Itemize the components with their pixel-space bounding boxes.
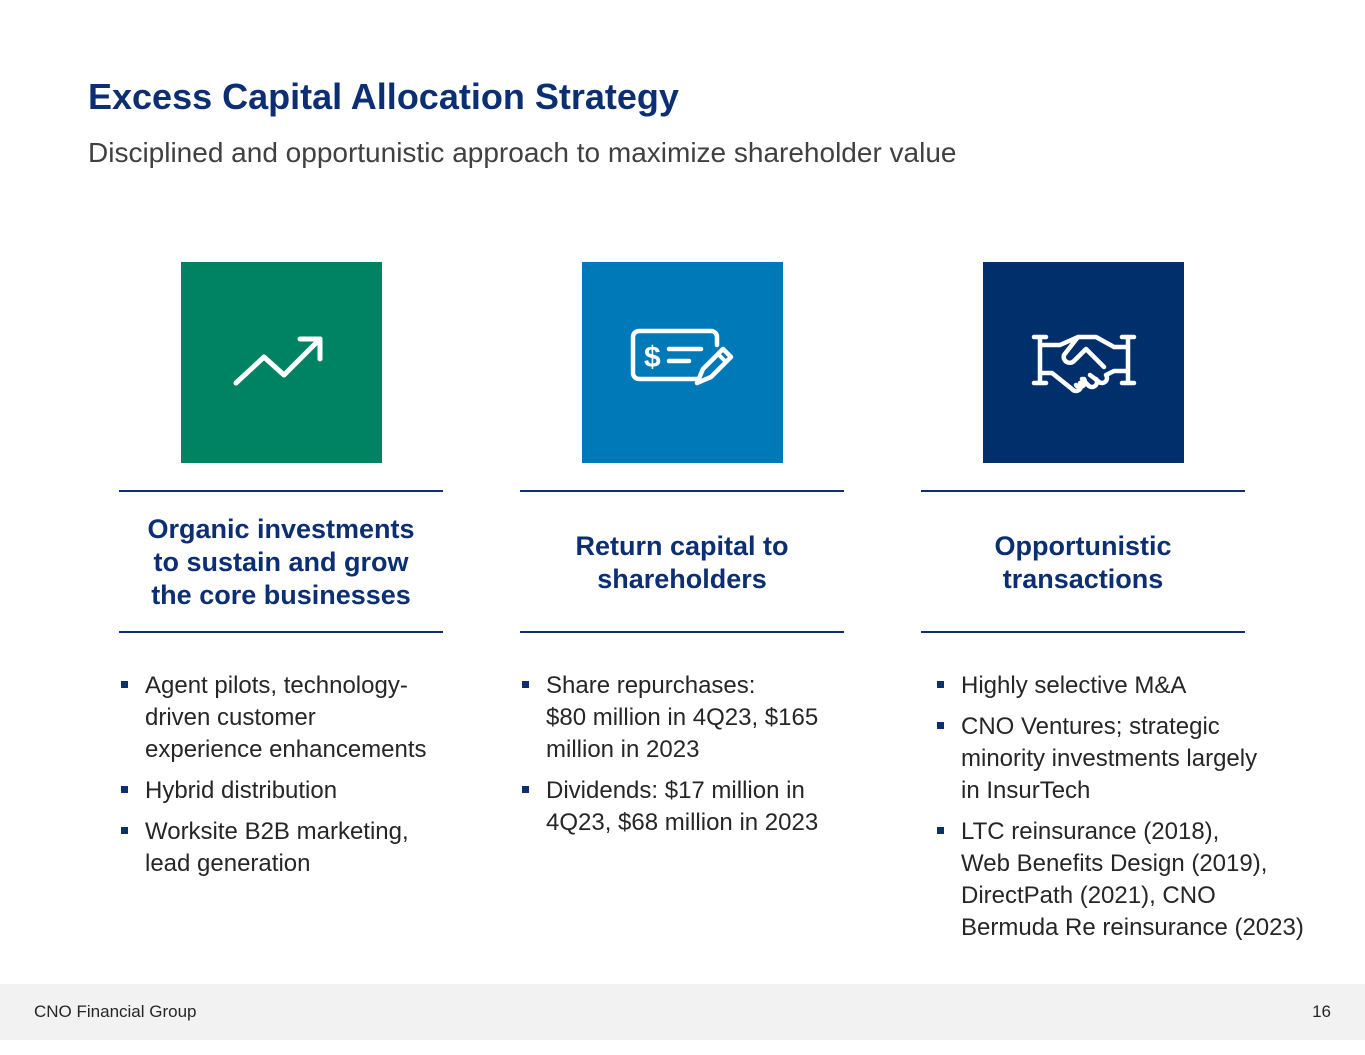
divider-bottom-3 — [921, 631, 1245, 633]
heading-line: to sustain and grow — [153, 547, 409, 577]
bullet-list-return-capital: Share repurchases: $80 million in 4Q23, … — [520, 670, 860, 848]
heading-line: the core businesses — [151, 580, 411, 610]
organic-investments-tile — [181, 262, 382, 463]
list-item: CNO Ventures; strategic minority investm… — [935, 711, 1345, 807]
page-number: 16 — [1312, 1002, 1331, 1021]
page-title: Excess Capital Allocation Strategy — [88, 76, 679, 117]
footer-company: CNO Financial Group — [34, 1002, 197, 1021]
divider-bottom-1 — [119, 631, 443, 633]
svg-text:$: $ — [644, 341, 661, 374]
heading-line: Return capital to — [575, 530, 789, 561]
bullet-list-opportunistic: Highly selective M&A CNO Ventures; strat… — [935, 670, 1345, 953]
list-item: LTC reinsurance (2018), Web Benefits Des… — [935, 816, 1345, 944]
divider-top-2 — [520, 490, 844, 492]
footer-bar: CNO Financial Group 16 — [0, 984, 1365, 1040]
heading-line: shareholders — [597, 563, 767, 594]
list-item: Worksite B2B marketing, lead generation — [119, 816, 464, 880]
heading-organic-investments: Organic investments to sustain and grow … — [119, 495, 443, 630]
opportunistic-transactions-tile — [983, 262, 1184, 463]
heading-opportunistic-transactions: Opportunistic transactions — [921, 495, 1245, 630]
heading-line: transactions — [1002, 563, 1164, 594]
heading-line: Organic investments — [147, 514, 415, 544]
divider-top-3 — [921, 490, 1245, 492]
check-dollar-pen-icon: $ — [630, 328, 733, 385]
trend-up-icon — [233, 336, 322, 385]
heading-return-capital: Return capital to shareholders — [520, 495, 844, 630]
list-item: Dividends: $17 million in 4Q23, $68 mill… — [520, 775, 860, 839]
handshake-icon — [1031, 334, 1136, 393]
list-item: Hybrid distribution — [119, 775, 464, 807]
list-item: Share repurchases: $80 million in 4Q23, … — [520, 670, 860, 766]
heading-line: Opportunistic — [994, 530, 1172, 561]
list-item: Highly selective M&A — [935, 670, 1345, 702]
divider-top-1 — [119, 490, 443, 492]
list-item: Agent pilots, technology- driven custome… — [119, 670, 464, 766]
return-capital-tile: $ — [582, 262, 783, 463]
page-subtitle: Disciplined and opportunistic approach t… — [88, 137, 957, 168]
bullet-list-organic: Agent pilots, technology- driven custome… — [119, 670, 464, 889]
divider-bottom-2 — [520, 631, 844, 633]
